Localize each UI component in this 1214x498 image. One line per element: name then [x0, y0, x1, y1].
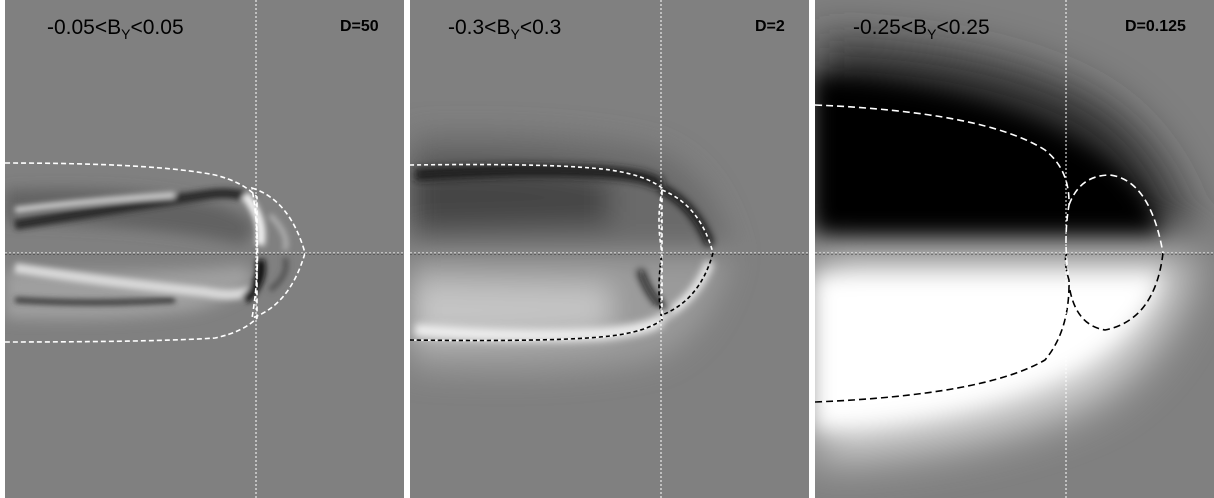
by-field-plot-d0125: [815, 0, 1214, 498]
panel-d0125: -0.25<BY<0.25 D=0.125: [815, 0, 1214, 498]
by-range-label: -0.05<BY<0.05: [47, 16, 184, 42]
by-field-plot-d50: [5, 0, 404, 498]
panel-d2: -0.3<BY<0.3 D=2: [410, 0, 809, 498]
by-field-plot-d2: [410, 0, 809, 498]
d-parameter-label: D=2: [755, 18, 785, 35]
by-range-label: -0.25<BY<0.25: [853, 16, 990, 42]
panel-d50: -0.05<BY<0.05 D=50: [5, 0, 404, 498]
by-range-label: -0.3<BY<0.3: [448, 16, 562, 42]
d-parameter-label: D=50: [340, 18, 379, 35]
d-parameter-label: D=0.125: [1125, 18, 1186, 35]
